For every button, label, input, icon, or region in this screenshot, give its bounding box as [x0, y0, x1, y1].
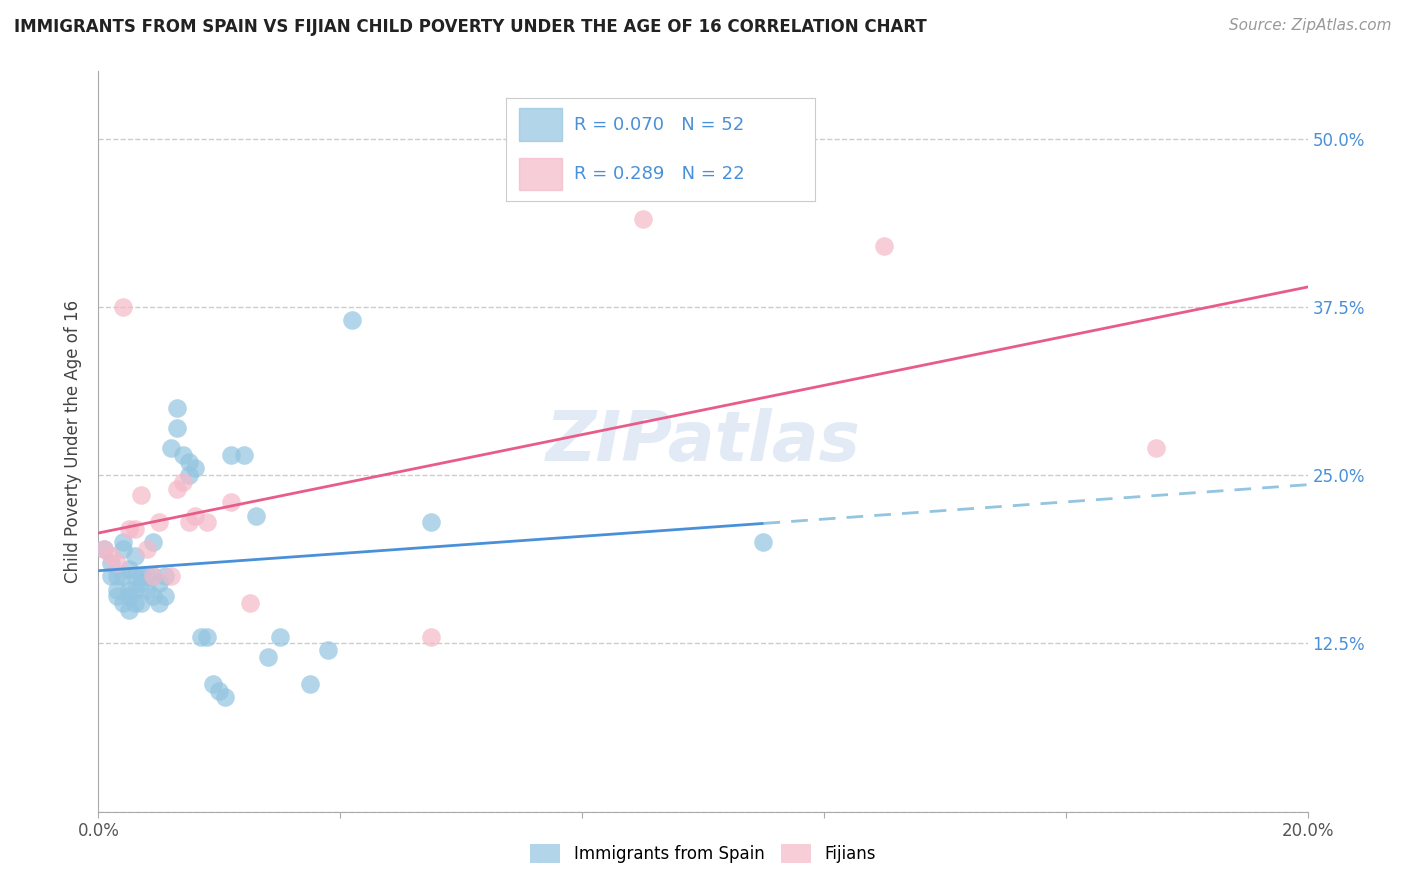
Point — [1144, 442, 1167, 456]
Point — [111, 542, 134, 557]
Point — [160, 569, 183, 583]
Point — [631, 212, 654, 227]
Point — [118, 582, 141, 597]
Point — [100, 556, 122, 570]
Point — [118, 522, 141, 536]
Point — [221, 448, 243, 462]
Point — [129, 488, 152, 502]
Point — [93, 542, 115, 557]
Point — [118, 603, 141, 617]
Y-axis label: Child Poverty Under the Age of 16: Child Poverty Under the Age of 16 — [65, 300, 83, 583]
Point — [184, 508, 207, 523]
Point — [166, 401, 188, 415]
Point — [342, 313, 364, 327]
Point — [135, 542, 157, 557]
Point — [299, 677, 322, 691]
Point — [153, 569, 176, 583]
Point — [172, 448, 194, 462]
Legend: Immigrants from Spain, Fijians: Immigrants from Spain, Fijians — [523, 838, 883, 870]
Point — [148, 516, 170, 530]
Point — [105, 590, 128, 604]
Point — [179, 468, 201, 483]
Text: ZIPatlas: ZIPatlas — [546, 408, 860, 475]
Point — [124, 569, 146, 583]
Text: R = 0.070   N = 52: R = 0.070 N = 52 — [574, 116, 744, 134]
Point — [195, 630, 218, 644]
Point — [190, 630, 212, 644]
Point — [135, 569, 157, 583]
Point — [221, 495, 243, 509]
Point — [166, 482, 188, 496]
Point — [752, 535, 775, 549]
Point — [111, 300, 134, 314]
Point — [129, 596, 152, 610]
Point — [105, 556, 128, 570]
Point — [172, 475, 194, 489]
Point — [269, 630, 291, 644]
Point — [256, 649, 278, 664]
Point — [873, 239, 896, 253]
Point — [105, 569, 128, 583]
Point — [129, 575, 152, 590]
Point — [124, 549, 146, 563]
Point — [100, 569, 122, 583]
Bar — [519, 108, 562, 141]
Point — [166, 421, 188, 435]
Point — [111, 535, 134, 549]
Point — [195, 516, 218, 530]
Point — [124, 596, 146, 610]
Point — [124, 522, 146, 536]
Point — [245, 508, 267, 523]
Point — [239, 596, 262, 610]
Point — [202, 677, 225, 691]
Point — [118, 590, 141, 604]
Point — [111, 569, 134, 583]
Point — [232, 448, 254, 462]
Point — [111, 596, 134, 610]
Point — [142, 569, 165, 583]
Point — [148, 596, 170, 610]
Bar — [519, 158, 562, 190]
Point — [124, 582, 146, 597]
Point — [179, 455, 201, 469]
Point — [118, 562, 141, 576]
Point — [142, 590, 165, 604]
Point — [316, 643, 339, 657]
Point — [208, 683, 231, 698]
Point — [214, 690, 236, 705]
Text: Source: ZipAtlas.com: Source: ZipAtlas.com — [1229, 18, 1392, 33]
Text: IMMIGRANTS FROM SPAIN VS FIJIAN CHILD POVERTY UNDER THE AGE OF 16 CORRELATION CH: IMMIGRANTS FROM SPAIN VS FIJIAN CHILD PO… — [14, 18, 927, 36]
Point — [184, 461, 207, 475]
Point — [160, 442, 183, 456]
Point — [148, 575, 170, 590]
Point — [142, 535, 165, 549]
Point — [93, 542, 115, 557]
Point — [135, 582, 157, 597]
Point — [179, 516, 201, 530]
Point — [100, 549, 122, 563]
Point — [129, 569, 152, 583]
Text: R = 0.289   N = 22: R = 0.289 N = 22 — [574, 165, 745, 183]
Point — [420, 516, 443, 530]
Point — [142, 569, 165, 583]
Point — [105, 582, 128, 597]
Point — [153, 590, 176, 604]
Point — [420, 630, 443, 644]
